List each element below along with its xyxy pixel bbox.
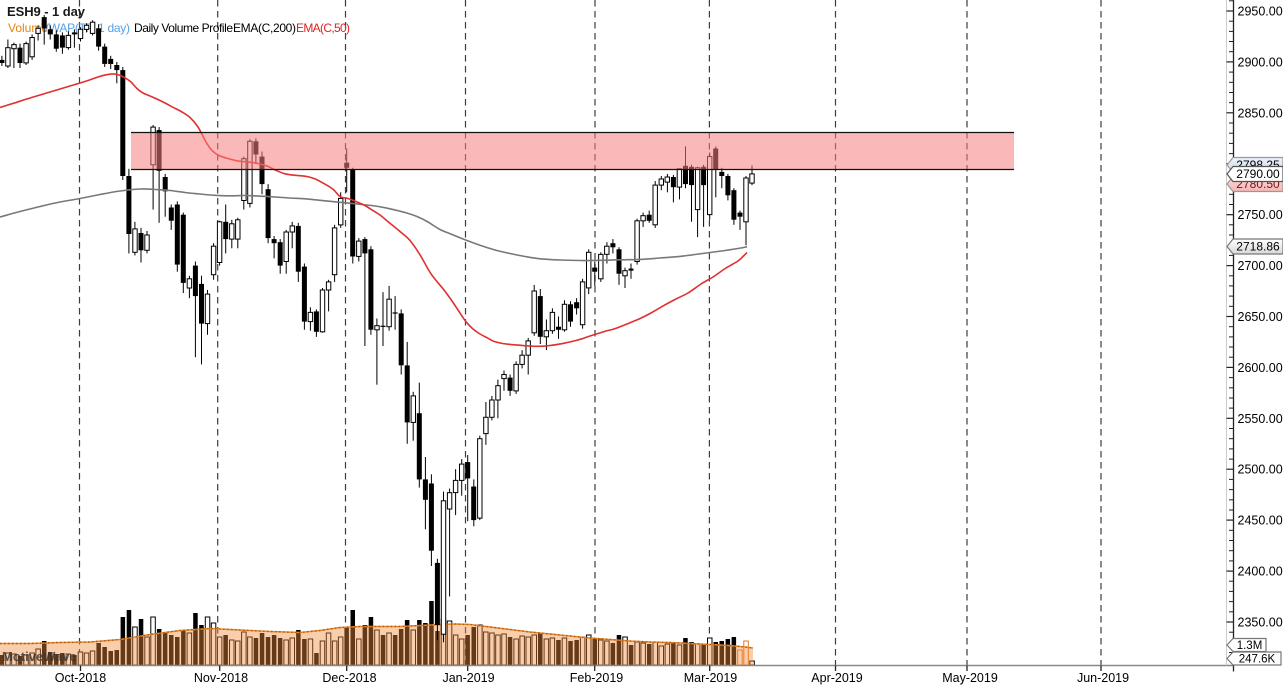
svg-text:Feb-2019: Feb-2019	[570, 671, 624, 685]
svg-text:May-2019: May-2019	[942, 671, 998, 685]
svg-text:EMA(C,50): EMA(C,50)	[296, 21, 350, 35]
svg-text:2550.00: 2550.00	[1238, 412, 1283, 426]
svg-text:MotiveWave: MotiveWave	[2, 649, 77, 664]
svg-text:2350.00: 2350.00	[1238, 616, 1283, 630]
svg-text:2600.00: 2600.00	[1238, 361, 1283, 375]
svg-text:2450.00: 2450.00	[1238, 514, 1283, 528]
svg-text:Jan-2019: Jan-2019	[442, 671, 494, 685]
svg-text:2750.00: 2750.00	[1238, 208, 1283, 222]
svg-text:2650.00: 2650.00	[1238, 310, 1283, 324]
svg-text:1.3M: 1.3M	[1237, 640, 1263, 652]
svg-text:ESH9 - 1 day: ESH9 - 1 day	[7, 4, 86, 19]
svg-text:2500.00: 2500.00	[1238, 463, 1283, 477]
svg-text:Dec-2018: Dec-2018	[322, 671, 376, 685]
svg-text:Nov-2018: Nov-2018	[194, 671, 248, 685]
svg-text:2790.00: 2790.00	[1236, 167, 1280, 181]
svg-text:2950.00: 2950.00	[1238, 5, 1283, 19]
svg-text:2400.00: 2400.00	[1238, 565, 1283, 579]
svg-text:EMA(C,200): EMA(C,200)	[233, 21, 296, 35]
svg-text:Daily Volume Profile: Daily Volume Profile	[134, 21, 233, 35]
svg-text:Apr-2019: Apr-2019	[811, 671, 862, 685]
svg-text:Oct-2018: Oct-2018	[55, 671, 106, 685]
svg-text:247.6K: 247.6K	[1239, 654, 1276, 666]
svg-text:2850.00: 2850.00	[1238, 106, 1283, 120]
svg-text:2718.86: 2718.86	[1236, 240, 1280, 254]
svg-text:2700.00: 2700.00	[1238, 259, 1283, 273]
svg-text:Jun-2019: Jun-2019	[1077, 671, 1129, 685]
svg-text:Mar-2019: Mar-2019	[684, 671, 738, 685]
svg-text:2900.00: 2900.00	[1238, 55, 1283, 69]
